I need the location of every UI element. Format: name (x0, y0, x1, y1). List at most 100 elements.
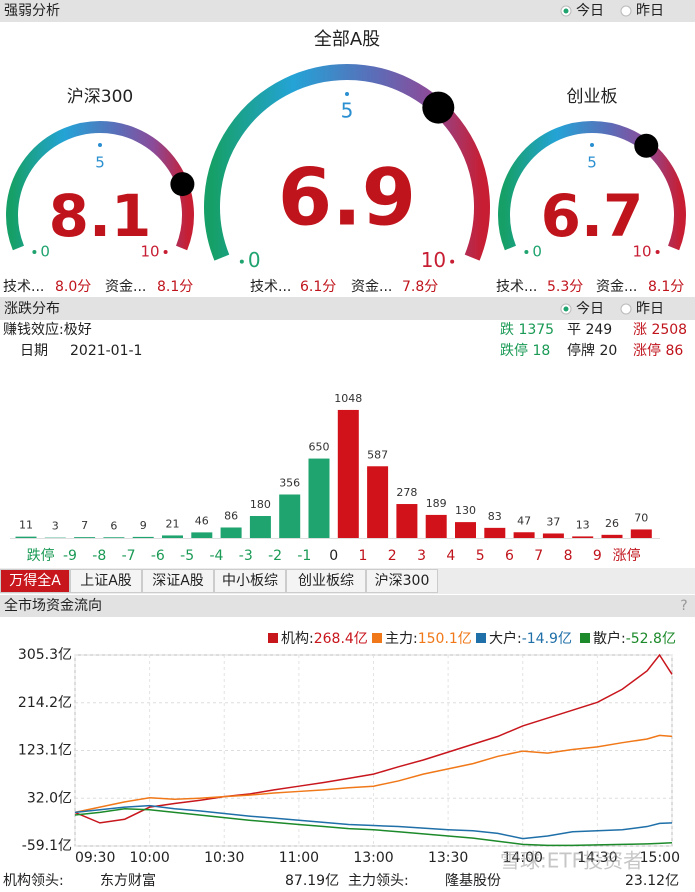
x-tick-label: 10:30 (204, 850, 244, 866)
fund-score: 7.8分 (402, 279, 438, 295)
bar (337, 409, 359, 538)
x-tick-label: 11:00 (279, 850, 319, 866)
section-title: 全市场资金流向 (4, 597, 102, 614)
edge-label: 6 (505, 548, 514, 564)
fund-score: 8.1分 (648, 279, 684, 295)
tech-label: 技术... (250, 279, 291, 295)
date-label: 日期 (20, 343, 48, 359)
radio-label: 今日 (576, 3, 604, 19)
bar-value: 70 (634, 511, 648, 524)
tab-label: 深证A股 (152, 573, 204, 589)
x-tick-label: 13:00 (353, 850, 393, 866)
stat: 平 249 (567, 322, 612, 338)
edge-label: -5 (180, 548, 194, 564)
scale-label: 0 (248, 248, 261, 272)
bar-value: 83 (488, 510, 502, 523)
tech-label: 技术... (496, 279, 537, 295)
x-tick-label: 14:30 (577, 850, 617, 866)
legend-value: 268.4亿 (314, 631, 368, 647)
tab[interactable] (70, 569, 142, 593)
y-tick-label: 214.2亿 (18, 695, 72, 711)
footer-main-value: 23.12亿 (625, 873, 679, 889)
watermark: 雪球:ETF投资者 (500, 849, 643, 873)
gauge-arc (204, 64, 490, 261)
tab[interactable] (366, 569, 438, 593)
tech-score: 5.3分 (547, 279, 583, 295)
bar (572, 536, 594, 538)
section-title: 涨跌分布 (4, 301, 60, 317)
edge-label: 9 (593, 548, 602, 564)
series-line (74, 653, 673, 824)
gauge-pointer (170, 172, 195, 197)
stat: 跌停 18 (500, 342, 550, 359)
edge-label: -3 (239, 548, 253, 564)
scale-dot (655, 249, 660, 254)
scale-label: 10 (140, 242, 159, 260)
stat: 跌 1375 (500, 322, 554, 338)
bar-value: 11 (19, 519, 33, 532)
bar (249, 516, 271, 538)
bar-value: 587 (367, 448, 388, 461)
bar (601, 534, 623, 538)
x-tick-label: 09:30 (75, 850, 115, 866)
bar (484, 527, 506, 538)
gauge-score: 6.7 (541, 182, 644, 250)
money-effect: 赚钱效应:极好 (3, 321, 92, 338)
scale-dot (590, 143, 594, 147)
bar-value: 356 (279, 476, 300, 489)
bar-value: 3 (52, 520, 59, 533)
radio-label: 昨日 (636, 301, 664, 317)
fund-label: 资金... (105, 279, 146, 295)
bar (74, 537, 96, 538)
fund-label: 资金... (596, 279, 637, 295)
bar-value: 278 (396, 486, 417, 499)
x-tick-label: 14:00 (503, 850, 543, 866)
scale-dot (98, 143, 102, 147)
radio-dot (563, 306, 569, 312)
bar (308, 458, 330, 538)
x-tick-label: 15:00 (640, 850, 680, 866)
help: ? (680, 598, 687, 614)
edge-label: 跌停 (27, 547, 55, 564)
bar-value: 1048 (334, 392, 362, 405)
tab-label: 万得全A (9, 572, 61, 589)
radio[interactable] (620, 303, 632, 315)
bar-value: 7 (81, 519, 88, 532)
bar (396, 504, 418, 538)
scale-label: 0 (40, 242, 50, 260)
bar (425, 514, 447, 538)
radio-label: 昨日 (636, 3, 664, 19)
tab[interactable] (214, 569, 286, 593)
edge-label: 涨停 (613, 547, 641, 564)
tab[interactable] (286, 569, 366, 593)
header-bar (0, 0, 695, 22)
legend-name: 大户: (489, 630, 522, 647)
scale-dot (450, 259, 455, 264)
radio-dot (563, 8, 569, 14)
x-tick-label: 13:30 (428, 850, 468, 866)
scale-label: 5 (341, 99, 354, 123)
bar-value: 46 (195, 514, 209, 527)
gauge-title: 沪深300 (67, 87, 133, 107)
legend-name: 散户: (593, 630, 626, 647)
series-line (74, 804, 673, 840)
tab[interactable] (0, 569, 70, 593)
series-line (74, 807, 673, 847)
legend-swatch (580, 633, 590, 643)
bar (279, 494, 301, 538)
legend-swatch (268, 633, 278, 643)
fund-label: 资金... (351, 279, 392, 295)
bar-value: 189 (426, 497, 447, 510)
edge-label: -2 (268, 548, 282, 564)
edge-label: 7 (534, 548, 543, 564)
tab[interactable] (142, 569, 214, 593)
legend-name: 机构: (281, 631, 314, 647)
bar-value: 9 (140, 519, 147, 532)
series-line (74, 734, 673, 814)
radio[interactable] (620, 5, 632, 17)
footer-inst-stock: 东方财富 (100, 872, 156, 889)
tab-label: 中小板综 (222, 573, 278, 589)
stat: 涨停 86 (633, 342, 683, 359)
edge-label: -1 (297, 548, 311, 564)
